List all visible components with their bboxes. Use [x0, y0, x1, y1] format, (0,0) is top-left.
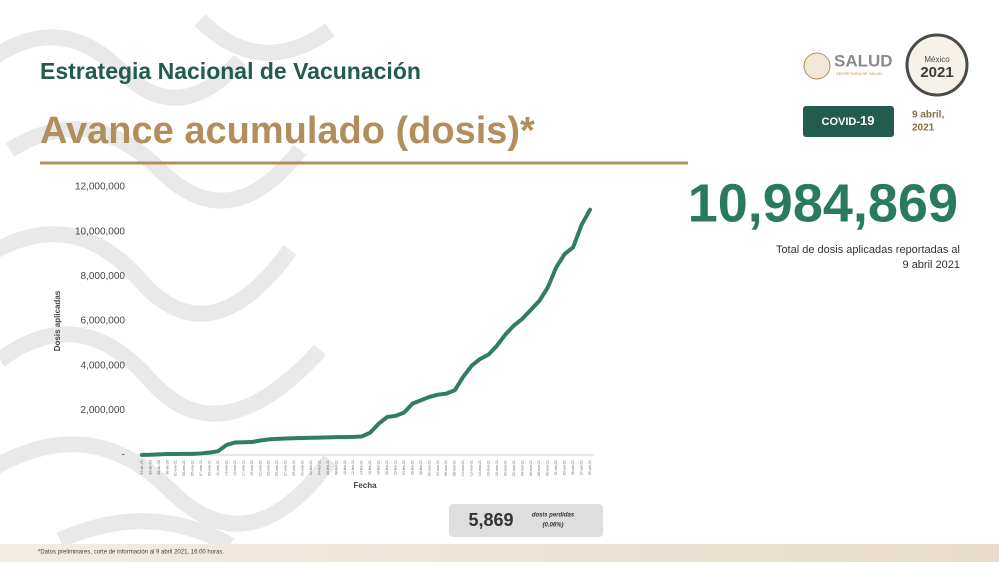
x-tick-label: 18-feb-21: [377, 460, 381, 475]
total-doses: 10,984,869: [688, 173, 958, 233]
mexico-year: 2021: [920, 64, 953, 81]
x-tick-label: 08-feb-21: [334, 460, 338, 475]
x-tick-label: 05-abr-21: [571, 460, 575, 475]
x-tick-label: 08-mar-21: [453, 460, 457, 476]
x-tick-label: 03-ene-21: [182, 460, 186, 476]
mexico-emblem: [905, 33, 969, 97]
x-tick-label: 30-dic-20: [165, 460, 169, 475]
x-tick-label: 04-mar-21: [436, 460, 440, 476]
x-tick-label: 06-feb-21: [326, 460, 330, 475]
x-tick-label: 09-abr-21: [588, 460, 592, 475]
x-tick-label: 22-feb-21: [394, 460, 398, 475]
x-tick-label: 16-mar-21: [486, 460, 490, 476]
x-tick-label: 21-ene-21: [258, 460, 262, 476]
lost-doses: 5,869: [468, 510, 513, 530]
y-tick-label: -: [122, 450, 125, 461]
x-tick-label: 30-mar-21: [546, 460, 550, 476]
x-tick-label: 02-feb-21: [309, 460, 313, 475]
y-tick-label: 10,000,000: [75, 226, 125, 237]
x-tick-label: 15-ene-21: [233, 460, 237, 476]
total-caption: 9 abril 2021: [903, 259, 961, 271]
x-tick-label: 01-ene-21: [174, 460, 178, 476]
x-tick-label: 23-ene-21: [267, 460, 271, 476]
badge-prefix: COVID-: [822, 116, 861, 128]
total-caption: Total de dosis aplicadas reportadas al: [776, 244, 960, 256]
x-tick-label: 24-feb-21: [402, 460, 406, 475]
x-tick-label: 17-ene-21: [241, 460, 245, 476]
x-tick-label: 18-mar-21: [495, 460, 499, 476]
date-line1: 9 abril,: [912, 110, 944, 121]
x-tick-label: 05-ene-21: [191, 460, 195, 476]
x-tick-label: 14-feb-21: [360, 460, 364, 475]
lost-label: dosis perdidas: [532, 513, 575, 519]
subtitle: Avance acumulado (dosis)*: [40, 110, 535, 152]
y-tick-label: 8,000,000: [81, 271, 126, 282]
lost-box: [449, 504, 603, 537]
x-tick-label: 10-feb-21: [343, 460, 347, 475]
date-line2: 2021: [912, 123, 935, 134]
x-tick-label: 28-feb-21: [419, 460, 423, 475]
y-axis-label: Dosis aplicadas: [53, 290, 62, 351]
decorative-pattern: [0, 14, 337, 553]
x-tick-label: 07-ene-21: [199, 460, 203, 476]
x-tick-label: 07-abr-21: [579, 460, 583, 475]
x-tick-label: 26-feb-21: [410, 460, 414, 475]
x-tick-label: 28-mar-21: [537, 460, 541, 476]
x-tick-label: 20-mar-21: [503, 460, 507, 476]
x-tick-label: 24-dic-20: [140, 460, 144, 475]
x-tick-label: 19-ene-21: [250, 460, 254, 476]
x-tick-label: 03-abr-21: [563, 460, 567, 475]
data-line: [140, 207, 592, 457]
x-tick-label: 20-feb-21: [385, 460, 389, 475]
x-tick-label: 14-mar-21: [478, 460, 482, 476]
x-tick-label: 24-mar-21: [520, 460, 524, 476]
badge-suffix: 19: [860, 113, 874, 128]
salud-logo: SALUD: [834, 51, 893, 70]
x-tick-label: 11-ene-21: [216, 460, 220, 476]
x-tick-label: 31-ene-21: [301, 460, 305, 476]
x-tick-label: 26-dic-20: [148, 460, 152, 475]
x-tick-label: 27-ene-21: [284, 460, 288, 476]
x-axis-label: Fecha: [353, 481, 377, 490]
x-tick-label: 09-ene-21: [208, 460, 212, 476]
salud-emblem: [803, 52, 831, 80]
covid-badge: [803, 106, 894, 137]
x-tick-label: 04-feb-21: [317, 460, 321, 475]
x-tick-label: 26-mar-21: [529, 460, 533, 476]
x-tick-label: 13-ene-21: [224, 460, 228, 476]
salud-logo-sub: SECRETARÍA DE SALUD: [836, 71, 882, 76]
lost-percent: (0.06%): [542, 523, 563, 529]
x-tick-label: 06-mar-21: [444, 460, 448, 476]
x-tick-label: 22-mar-21: [512, 460, 516, 476]
x-tick-label: 29-ene-21: [292, 460, 296, 476]
y-tick-label: 2,000,000: [81, 405, 126, 416]
y-tick-label: 12,000,000: [75, 182, 125, 193]
mexico-logo: México: [924, 55, 950, 64]
x-tick-label: 01-abr-21: [554, 460, 558, 475]
covid-badge-text: COVID-19: [822, 113, 875, 128]
x-tick-label: 28-dic-20: [157, 460, 161, 475]
x-tick-label: 02-mar-21: [427, 460, 431, 476]
x-tick-label: 16-feb-21: [368, 460, 372, 475]
x-tick-label: 25-ene-21: [275, 460, 279, 476]
y-tick-label: 4,000,000: [81, 360, 126, 371]
x-tick-label: 12-feb-21: [351, 460, 355, 475]
x-tick-label: 10-mar-21: [461, 460, 465, 476]
footnote: *Datos preliminares, corte de informació…: [38, 550, 224, 556]
x-tick-label: 12-mar-21: [470, 460, 474, 476]
title: Estrategia Nacional de Vacunación: [40, 58, 421, 84]
y-tick-label: 6,000,000: [81, 316, 126, 327]
footer-band: [0, 544, 999, 562]
